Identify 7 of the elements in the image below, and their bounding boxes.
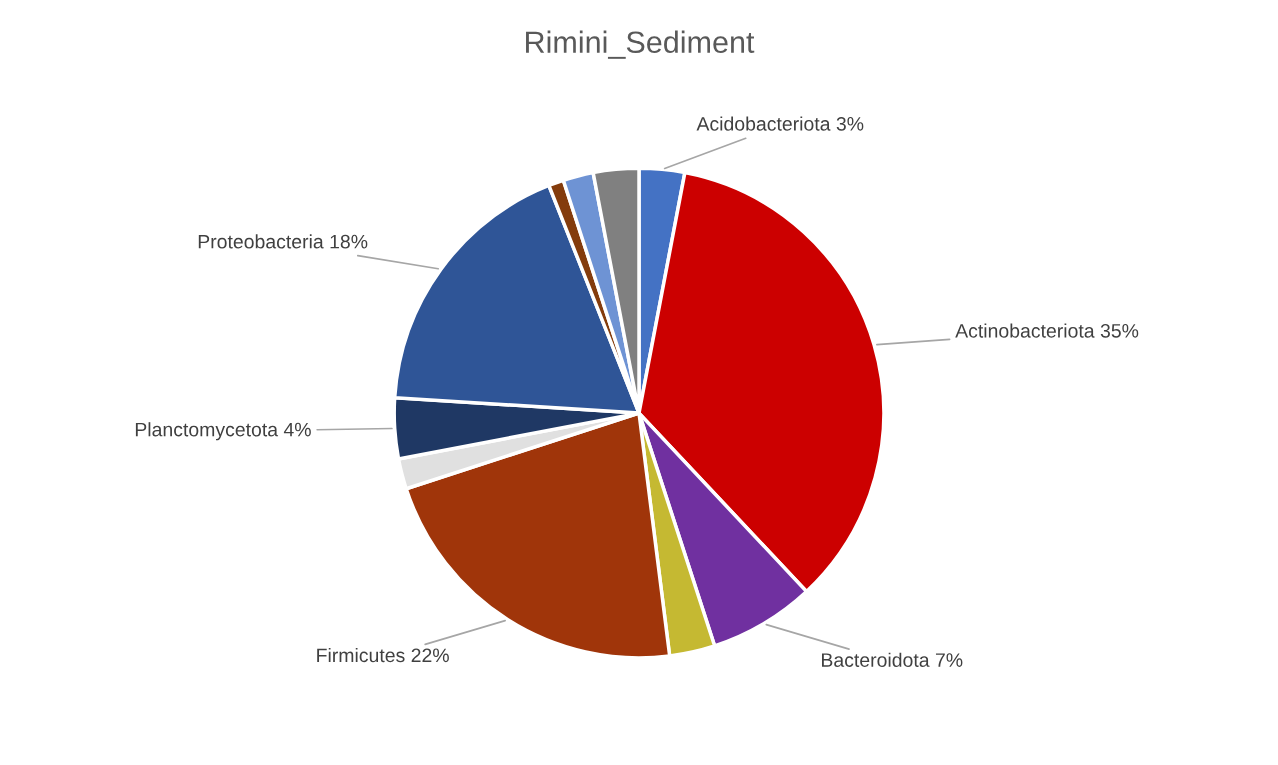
slice-label: Planctomycetota 4%	[135, 422, 311, 441]
slice-label: Acidobacteriota 3%	[696, 116, 864, 131]
slice-label: Proteobacteria 18%	[198, 234, 368, 249]
slice-label: Actinobacteriota 35%	[955, 323, 1139, 338]
chart-title: Rimini_Sediment	[526, 30, 755, 59]
slice-label: Bacteroidota 7%	[822, 652, 963, 667]
slice-label: Firmicutes 22%	[317, 647, 449, 663]
